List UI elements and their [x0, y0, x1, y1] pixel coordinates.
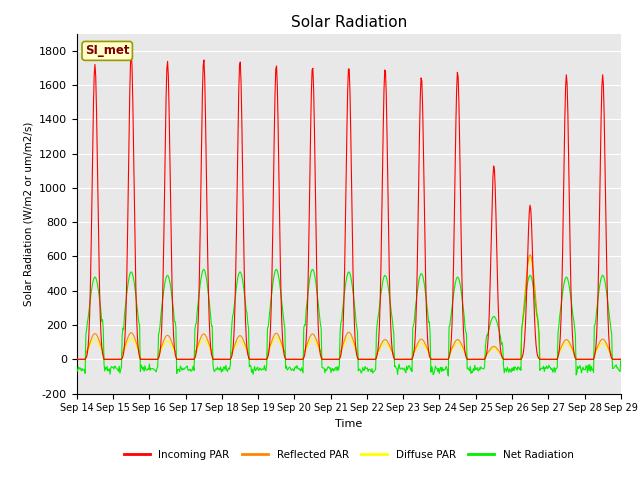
- Legend: Incoming PAR, Reflected PAR, Diffuse PAR, Net Radiation: Incoming PAR, Reflected PAR, Diffuse PAR…: [120, 445, 578, 464]
- X-axis label: Time: Time: [335, 419, 362, 429]
- Text: SI_met: SI_met: [85, 44, 129, 58]
- Y-axis label: Solar Radiation (W/m2 or um/m2/s): Solar Radiation (W/m2 or um/m2/s): [24, 121, 33, 306]
- Title: Solar Radiation: Solar Radiation: [291, 15, 407, 30]
